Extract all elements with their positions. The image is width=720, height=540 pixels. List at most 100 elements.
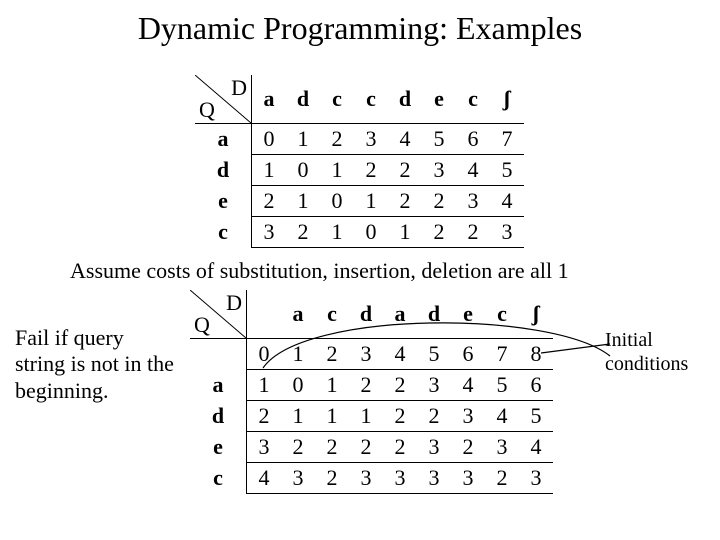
- db-header-cell: e: [422, 75, 456, 124]
- query-header-cell: c: [190, 463, 247, 494]
- dp-cell: 2: [286, 217, 320, 248]
- dp-cell: 2: [252, 186, 287, 217]
- dp-cell: 1: [247, 370, 282, 401]
- dp-cell: 3: [247, 432, 282, 463]
- query-header-cell: a: [195, 124, 252, 155]
- dp-cell: 2: [422, 217, 456, 248]
- db-header-cell: a: [281, 290, 315, 339]
- db-header-cell: a: [383, 290, 417, 339]
- dp-cell: 4: [490, 186, 524, 217]
- dp-init-cell: 0: [247, 339, 282, 370]
- dp-init-cell: 1: [281, 339, 315, 370]
- dp-cell: 2: [315, 432, 349, 463]
- dp-cell: 4: [247, 463, 282, 494]
- dp-cell: 3: [417, 432, 451, 463]
- dp-cell: 3: [354, 124, 388, 155]
- dp-cell: 1: [315, 401, 349, 432]
- dp-cell: 5: [490, 155, 524, 186]
- dp-cell: 2: [417, 401, 451, 432]
- dp-cell: 4: [456, 155, 490, 186]
- query-header-cell: a: [190, 370, 247, 401]
- db-header-cell: d: [417, 290, 451, 339]
- dp-cell: 3: [485, 432, 519, 463]
- dp-cell: 4: [485, 401, 519, 432]
- dp-cell: 4: [388, 124, 422, 155]
- query-axis-label: Q: [194, 312, 210, 338]
- dp-init-cell: 8: [519, 339, 553, 370]
- dp-cell: 0: [320, 186, 354, 217]
- db-header-cell: a: [252, 75, 287, 124]
- dp-cell: 1: [320, 217, 354, 248]
- dp-init-cell: 3: [349, 339, 383, 370]
- dp-cell: 2: [383, 370, 417, 401]
- db-header-cell: d: [388, 75, 422, 124]
- dp-cell: 4: [519, 432, 553, 463]
- query-header-cell: d: [195, 155, 252, 186]
- db-header-cell: c: [354, 75, 388, 124]
- db-header-cell: c: [485, 290, 519, 339]
- dp-cell: 1: [388, 217, 422, 248]
- dp-cell: 1: [315, 370, 349, 401]
- db-header-cell: ʃ: [490, 75, 524, 124]
- dp-cell: 1: [281, 401, 315, 432]
- dp-cell: 2: [388, 155, 422, 186]
- dp-cell: 3: [422, 155, 456, 186]
- dp-matrix-substring: DQacdadecʃ012345678a101223456d211122345e…: [190, 290, 553, 494]
- dp-cell: 2: [388, 186, 422, 217]
- dp-cell: 3: [519, 463, 553, 494]
- dp-cell: 2: [349, 370, 383, 401]
- dp-cell: 0: [286, 155, 320, 186]
- dp-init-cell: 4: [383, 339, 417, 370]
- db-header-cell: d: [349, 290, 383, 339]
- db-header-cell: c: [456, 75, 490, 124]
- dp-cell: 3: [252, 217, 287, 248]
- cost-assumption-text: Assume costs of substitution, insertion,…: [70, 258, 569, 284]
- dp-cell: 5: [422, 124, 456, 155]
- dp-cell: 3: [417, 370, 451, 401]
- db-axis-label: D: [226, 290, 242, 316]
- db-header-cell: e: [451, 290, 485, 339]
- db-header-cell: ʃ: [519, 290, 553, 339]
- dp-matrix-prefix: DQadccdecʃa01234567d10122345e21012234c32…: [195, 75, 524, 248]
- dp-init-cell: 2: [315, 339, 349, 370]
- dp-cell: 0: [252, 124, 287, 155]
- db-header-cell: c: [315, 290, 349, 339]
- dp-cell: 2: [456, 217, 490, 248]
- dp-cell: 2: [247, 401, 282, 432]
- db-header-cell: d: [286, 75, 320, 124]
- dp-cell: 1: [354, 186, 388, 217]
- qd-corner: DQ: [195, 75, 252, 124]
- dp-cell: 2: [485, 463, 519, 494]
- dp-init-cell: 7: [485, 339, 519, 370]
- qd-corner: DQ: [190, 290, 247, 339]
- query-header-cell: e: [195, 186, 252, 217]
- dp-cell: 2: [383, 401, 417, 432]
- dp-cell: 1: [349, 401, 383, 432]
- dp-cell: 2: [349, 432, 383, 463]
- db-header-cell: c: [320, 75, 354, 124]
- dp-cell: 1: [286, 124, 320, 155]
- dp-cell: 6: [519, 370, 553, 401]
- dp-cell: 4: [451, 370, 485, 401]
- dp-cell: 2: [422, 186, 456, 217]
- query-axis-label: Q: [199, 97, 215, 123]
- initial-conditions-label: Initial conditions: [605, 328, 710, 376]
- dp-cell: 3: [490, 217, 524, 248]
- dp-cell: 3: [417, 463, 451, 494]
- dp-cell: 5: [485, 370, 519, 401]
- dp-cell: 3: [281, 463, 315, 494]
- dp-init-cell: 5: [417, 339, 451, 370]
- dp-cell: 2: [281, 432, 315, 463]
- dp-cell: 2: [451, 432, 485, 463]
- dp-cell: 1: [320, 155, 354, 186]
- dp-cell: 2: [320, 124, 354, 155]
- dp-cell: 1: [252, 155, 287, 186]
- dp-init-cell: 6: [451, 339, 485, 370]
- blank-header: [247, 290, 282, 339]
- blank-row-header: [190, 339, 247, 370]
- dp-cell: 3: [456, 186, 490, 217]
- dp-cell: 2: [354, 155, 388, 186]
- dp-cell: 3: [451, 463, 485, 494]
- query-header-cell: d: [190, 401, 247, 432]
- dp-cell: 3: [451, 401, 485, 432]
